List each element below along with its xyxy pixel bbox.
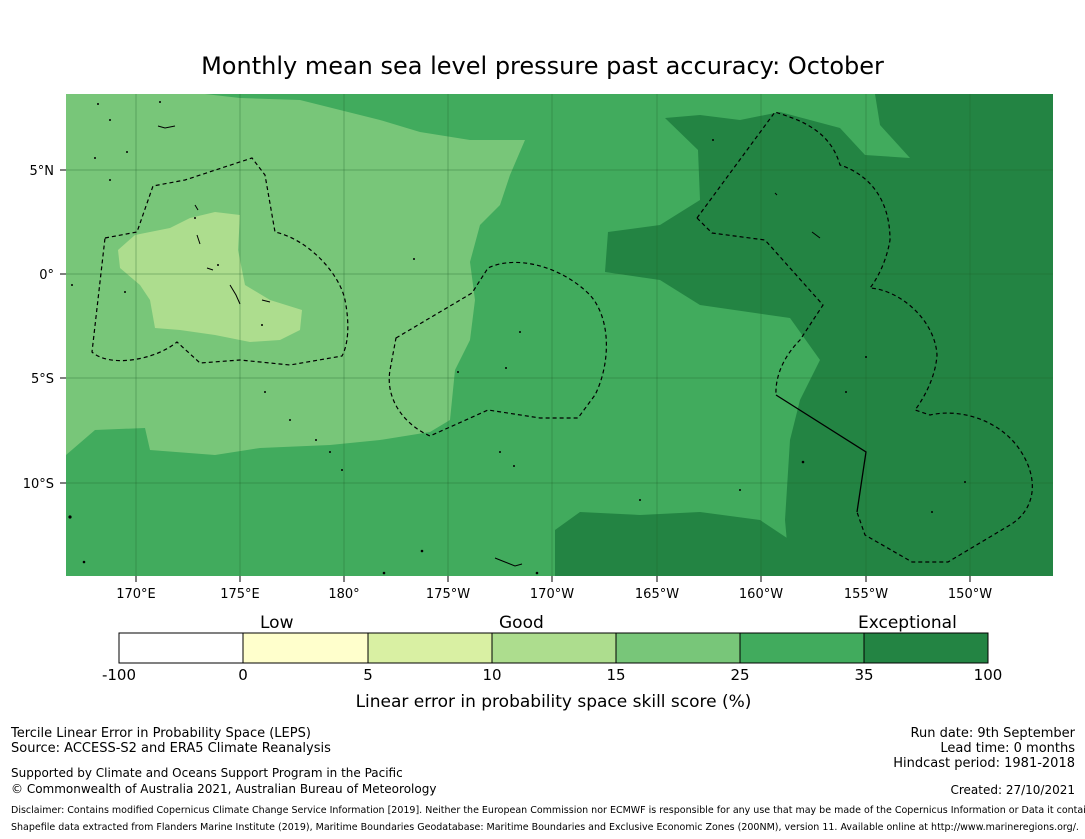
graticule bbox=[66, 94, 1053, 576]
colorbar-tick: 10 bbox=[482, 666, 502, 684]
colorbar-tick: 25 bbox=[730, 666, 750, 684]
colorbar bbox=[118, 632, 989, 664]
category-label-exceptional: Exceptional bbox=[858, 613, 957, 633]
colorbar-tick: 15 bbox=[606, 666, 626, 684]
lat-labels: 5°N 0° 5°S 10°S bbox=[23, 164, 54, 492]
footer-run-date: Run date: 9th September bbox=[910, 726, 1075, 741]
colorbar-segment bbox=[368, 633, 492, 663]
footer-lead-time: Lead time: 0 months bbox=[940, 741, 1075, 756]
maritime-boundary-solid bbox=[775, 394, 867, 513]
lat-label: 0° bbox=[39, 268, 54, 283]
lat-label: 5°S bbox=[31, 372, 54, 387]
category-label-good: Good bbox=[499, 613, 544, 633]
lon-label: 180° bbox=[328, 587, 359, 602]
colorbar-tick: -100 bbox=[101, 666, 137, 684]
skill-region-10-15 bbox=[118, 212, 302, 342]
lon-label: 165°W bbox=[635, 587, 679, 602]
lon-label: 170°W bbox=[530, 587, 574, 602]
footer-method: Tercile Linear Error in Probability Spac… bbox=[11, 726, 311, 741]
colorbar-segment bbox=[243, 633, 368, 663]
footer-shapefile: Shapefile data extracted from Flanders M… bbox=[11, 822, 1079, 833]
eez-boundaries bbox=[91, 111, 1033, 563]
colorbar-segment bbox=[740, 633, 864, 663]
lon-label: 175°W bbox=[426, 587, 470, 602]
footer-hindcast: Hindcast period: 1981-2018 bbox=[893, 756, 1075, 771]
footer-disclaimer: Disclaimer: Contains modified Copernicus… bbox=[11, 805, 1085, 816]
skill-region-35-100-south bbox=[555, 512, 790, 576]
axis-ticks bbox=[60, 169, 971, 582]
footer-copyright: © Commonwealth of Australia 2021, Austra… bbox=[11, 782, 437, 796]
colorbar-tick: 100 bbox=[973, 666, 1003, 684]
colorbar-tick: 0 bbox=[238, 666, 248, 684]
island-dots bbox=[68, 101, 966, 575]
colorbar-segment bbox=[119, 633, 243, 663]
lon-label: 175°E bbox=[220, 587, 260, 602]
page-title: Monthly mean sea level pressure past acc… bbox=[201, 52, 884, 80]
lat-label: 10°S bbox=[23, 477, 54, 492]
category-label-low: Low bbox=[260, 613, 294, 633]
colorbar-tick: 35 bbox=[854, 666, 874, 684]
footer-source: Source: ACCESS-S2 and ERA5 Climate Reana… bbox=[11, 741, 331, 756]
lat-label: 5°N bbox=[30, 164, 55, 179]
colorbar-segment bbox=[492, 633, 616, 663]
colorbar-segment bbox=[864, 633, 988, 663]
lon-label: 150°W bbox=[948, 587, 992, 602]
skill-field bbox=[66, 94, 1053, 576]
lon-label: 160°W bbox=[739, 587, 783, 602]
lon-label: 170°E bbox=[116, 587, 156, 602]
colorbar-tick: 5 bbox=[363, 666, 373, 684]
lon-label: 155°W bbox=[844, 587, 888, 602]
footer-support: Supported by Climate and Oceans Support … bbox=[11, 766, 403, 780]
footer-created: Created: 27/10/2021 bbox=[950, 783, 1075, 797]
colorbar-segment bbox=[616, 633, 740, 663]
lon-labels: 170°E 175°E 180° 175°W 170°W 165°W 160°W… bbox=[116, 587, 992, 602]
colorbar-label: Linear error in probability space skill … bbox=[355, 692, 752, 712]
islands bbox=[157, 125, 821, 567]
skill-region-35-100 bbox=[605, 94, 1053, 576]
colorbar-frame bbox=[118, 632, 989, 664]
